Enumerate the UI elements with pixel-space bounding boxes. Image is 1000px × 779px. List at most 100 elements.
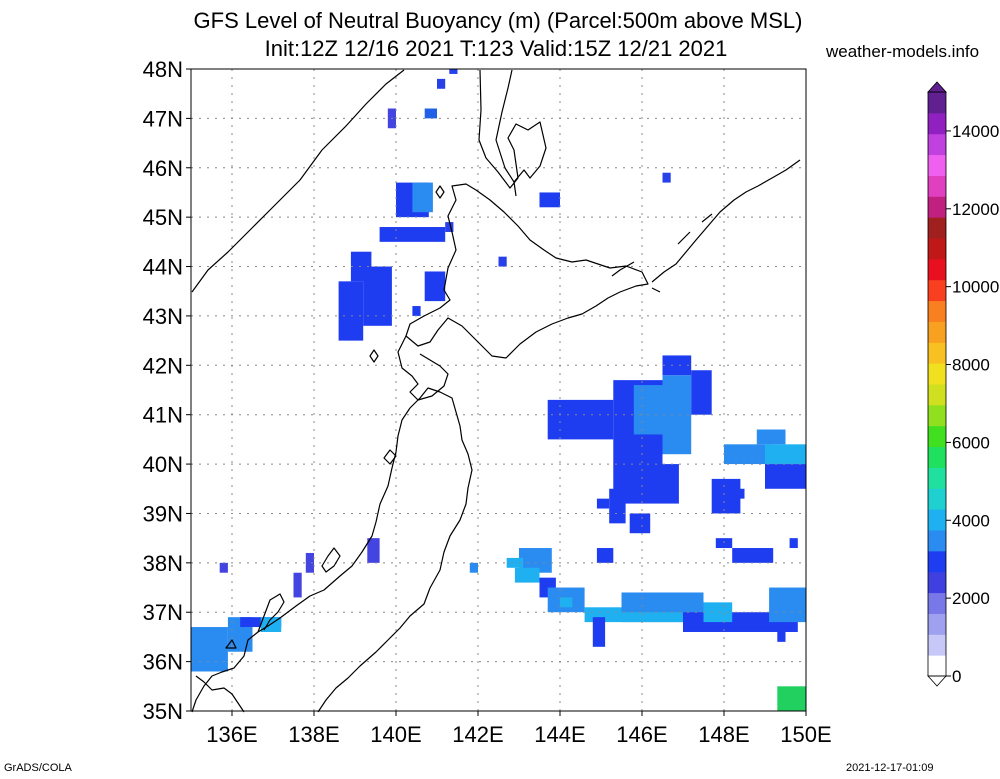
colorbar-max-arrow [927,81,947,93]
lat-label: 48N [143,57,183,82]
colorbar-swatch [928,592,946,614]
field-cell [769,587,806,623]
coastline-honshu-east [317,387,473,713]
lon-label: 140E [370,722,421,747]
colorbar-swatch [928,196,946,218]
lat-label: 47N [143,106,183,131]
field-cell [777,631,786,642]
colorbar-swatch [928,112,946,135]
lon-label: 148E [698,722,749,747]
lon-label: 142E [452,722,503,747]
colorbar-swatch [928,363,946,385]
colorbar-swatch [928,634,946,656]
colorbar-swatch [928,279,946,302]
field-cell [449,69,458,74]
lat-label: 38N [143,551,183,576]
coastline-hokkaido [405,183,649,359]
colorbar-swatch [928,613,946,635]
colorbar-swatch [928,300,946,322]
colorbar-label: 4000 [952,511,990,530]
colorbar-swatch [928,92,946,114]
footer-grads: GrADS/COLA [4,762,72,774]
field-cell [445,222,454,232]
lat-label: 40N [143,452,183,477]
field-cell [662,172,671,183]
lon-label: 138E [288,722,339,747]
colorbar-swatch [928,342,946,364]
colorbar-swatch [928,154,946,176]
colorbar-swatch [928,258,946,281]
field-cell [715,538,733,549]
lat-label: 44N [143,255,183,280]
colorbar-swatch [928,488,946,510]
lat-label: 39N [143,501,183,526]
colorbar-swatch [928,217,946,239]
colorbar-label: 14000 [952,122,999,141]
coastline-sakhalin [478,69,547,197]
colorbar-swatch [928,175,946,197]
axis-ticks: 136E 138E 140E 142E 144E 146E 148E 150E 35N 36N 37… [143,57,832,747]
lat-label: 43N [143,304,183,329]
colorbar-frame [927,91,947,677]
lon-label: 146E [616,722,667,747]
coastline-oga [383,449,397,465]
field-cell [789,538,798,549]
field-cell [662,355,692,376]
field-cell [219,562,228,573]
field-cell [539,192,560,208]
field-cell [560,597,573,608]
field-cell [547,399,614,440]
field-cell [498,256,507,267]
field-cell [621,612,683,623]
map-frame [190,68,807,712]
colorbar-swatch [928,530,946,552]
field-cell [765,444,806,465]
field-cell [367,538,380,563]
colorbar-swatch [928,321,946,343]
colorbar-swatch [928,404,946,427]
field-cell [633,385,671,435]
field-cell [379,227,446,242]
colorbar-label: 10000 [952,278,999,297]
colorbar-min-arrow [927,675,947,687]
lat-label: 41N [143,403,183,428]
colorbar-label: 6000 [952,433,990,452]
field-cell [765,464,806,489]
chart-title: GFS Level of Neutral Buoyancy (m) (Parce… [193,8,803,33]
field-cell [305,552,314,573]
field-cell [469,562,478,573]
coastlines [191,69,801,713]
field-cell [412,306,421,316]
colorbar-swatch [928,509,946,531]
lat-label: 37N [143,600,183,625]
coastline-honshu-west [191,407,411,713]
lat-label: 42N [143,353,183,378]
lat-label: 36N [143,650,183,675]
footer-timestamp: 2021-12-17-01:09 [846,762,934,774]
colorbar-swatch [928,467,946,489]
colorbar-label: 8000 [952,356,990,375]
field-cell [691,370,712,415]
field-cell [732,488,745,499]
field-cell [424,108,437,119]
colorbar-swatch [928,425,946,448]
field-cell [293,572,302,598]
lat-label: 46N [143,156,183,181]
field-cell [596,498,610,509]
buoyancy-field [191,69,806,711]
coastline-kii [195,675,245,713]
field-cell [424,271,446,302]
lat-label: 35N [143,699,183,724]
field-cell [338,281,364,341]
site-credit: weather-models.info [826,42,980,61]
field-cell [732,548,774,563]
coastline-kurils [611,159,801,293]
colorbar-label: 2000 [952,589,990,608]
colorbar-swatch [928,446,946,468]
colorbar: 0 2000 4000 6000 8000 10000 12000 14000 [927,81,999,687]
lon-label: 136E [206,722,257,747]
map-gridlines [191,69,806,711]
field-cell [609,488,626,524]
field-cell [506,557,524,568]
